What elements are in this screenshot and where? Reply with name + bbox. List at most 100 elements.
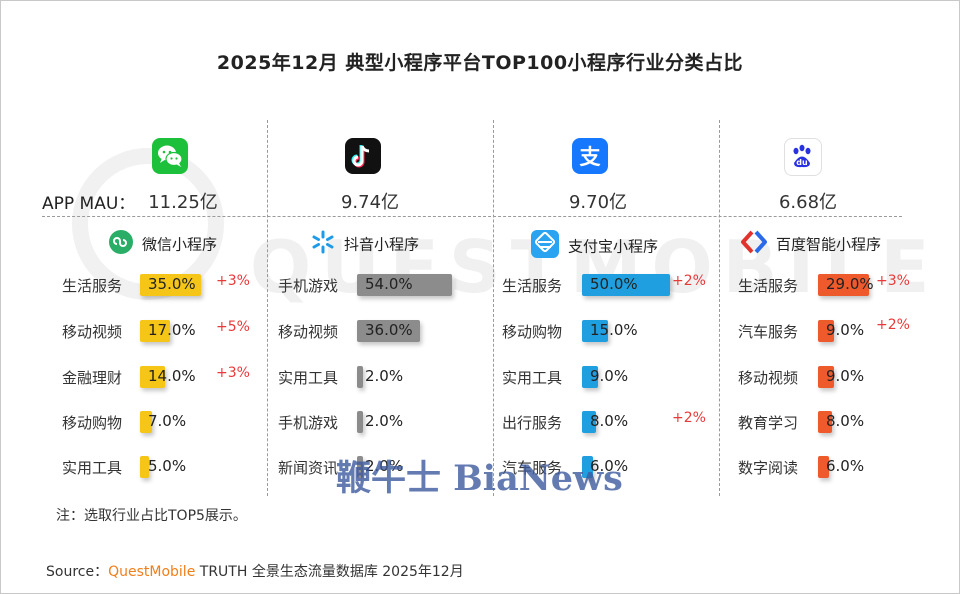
data-label: 36.0%	[365, 321, 413, 339]
category-label: 实用工具	[502, 369, 563, 387]
data-label: 5.0%	[148, 457, 187, 475]
bar-wechat	[140, 274, 202, 296]
bar-douyin	[357, 320, 420, 342]
bar-wechat	[140, 320, 170, 342]
bar-douyin	[357, 274, 452, 296]
data-label: 35.0%	[148, 275, 196, 293]
douyin-icon	[345, 138, 381, 174]
change-label: +2%	[672, 410, 706, 426]
category-label: 金融理财	[62, 369, 123, 387]
data-label: 6.0%	[590, 457, 629, 475]
data-label: 2.0%	[365, 412, 404, 430]
source-rest: TRUTH 全景生态流量数据库 2025年12月	[195, 564, 464, 580]
data-label: 17.0%	[148, 321, 196, 339]
data-label: 50.0%	[590, 275, 638, 293]
category-label: 生活服务	[502, 277, 563, 295]
platform-name: 微信小程序	[142, 235, 218, 254]
bar-alipay	[582, 411, 596, 433]
bar-baidu	[818, 274, 869, 296]
category-label: 生活服务	[738, 277, 799, 295]
change-label: +3%	[216, 365, 250, 381]
data-label: 15.0%	[590, 321, 638, 339]
data-label: 7.0%	[148, 412, 187, 430]
bar-alipay	[582, 456, 593, 478]
category-label: 手机游戏	[278, 277, 339, 295]
wechat-icon	[152, 138, 188, 174]
douyin-mini-program-icon	[310, 229, 336, 259]
wechat-mini-program-icon	[108, 229, 134, 259]
footnote: 注：选取行业占比TOP5展示。	[56, 508, 247, 524]
column-divider	[493, 120, 494, 496]
mau-label: APP MAU：	[42, 194, 136, 214]
data-label: 9.0%	[826, 321, 865, 339]
mau-value-wechat: 11.25亿	[148, 192, 218, 213]
bar-baidu	[818, 320, 834, 342]
bar-alipay	[582, 366, 598, 388]
bar-alipay	[582, 274, 670, 296]
bar-baidu	[818, 411, 832, 433]
category-label: 移动购物	[62, 414, 123, 432]
data-label: 8.0%	[826, 412, 865, 430]
column-divider	[267, 120, 268, 496]
chart-title: 2025年12月 典型小程序平台TOP100小程序行业分类占比	[216, 52, 744, 74]
bianews-watermark: 鞭牛士 BiaNews	[336, 458, 623, 499]
category-label: 移动视频	[738, 369, 799, 387]
category-label: 实用工具	[62, 459, 123, 477]
platform-name: 百度智能小程序	[776, 235, 882, 254]
change-label: +2%	[672, 273, 706, 289]
data-label: 2.0%	[365, 457, 404, 475]
data-label: 6.0%	[826, 457, 865, 475]
mau-value-alipay: 9.70亿	[568, 192, 628, 213]
data-label: 9.0%	[590, 367, 629, 385]
change-label: +3%	[876, 273, 910, 289]
category-label: 生活服务	[62, 277, 123, 295]
svg-text:支: 支	[580, 145, 602, 169]
svg-text:du: du	[796, 158, 808, 167]
platform-header-baidu: 百度智能小程序	[740, 229, 881, 259]
category-label: 新闻资讯	[278, 459, 339, 477]
category-label: 汽车服务	[502, 459, 563, 477]
change-label: +2%	[876, 317, 910, 333]
change-label: +5%	[216, 319, 250, 335]
category-label: 教育学习	[738, 414, 799, 432]
bar-wechat	[140, 456, 149, 478]
category-label: 手机游戏	[278, 414, 339, 432]
data-label: 29.0%	[826, 275, 874, 293]
data-label: 8.0%	[590, 412, 629, 430]
mau-value-douyin: 9.74亿	[340, 192, 400, 213]
category-label: 汽车服务	[738, 323, 799, 341]
category-label: 移动视频	[278, 323, 339, 341]
bar-wechat	[140, 366, 165, 388]
bar-baidu	[818, 456, 829, 478]
category-label: 移动购物	[502, 323, 563, 341]
platform-header-alipay: 支付宝小程序	[530, 229, 658, 263]
column-divider	[719, 120, 720, 496]
header-divider	[42, 216, 902, 217]
bar-douyin	[357, 366, 363, 388]
source-prefix: Source：	[46, 564, 109, 580]
data-label: 54.0%	[365, 275, 413, 293]
bar-baidu	[818, 366, 834, 388]
alipay-mini-program-icon	[530, 229, 560, 263]
bar-douyin	[357, 411, 363, 433]
source-brand: QuestMobile	[108, 564, 196, 580]
alipay-icon: 支	[572, 138, 608, 174]
data-label: 14.0%	[148, 367, 196, 385]
bar-douyin	[357, 456, 363, 478]
platform-name: 支付宝小程序	[568, 237, 659, 256]
baidu-mini-program-icon	[740, 229, 768, 259]
change-label: +3%	[216, 273, 250, 289]
platform-name: 抖音小程序	[344, 235, 420, 254]
bar-wechat	[140, 411, 153, 433]
category-label: 实用工具	[278, 369, 339, 387]
category-label: 数字阅读	[738, 459, 799, 477]
category-label: 出行服务	[502, 414, 563, 432]
data-label: 2.0%	[365, 367, 404, 385]
category-label: 移动视频	[62, 323, 123, 341]
platform-header-wechat: 微信小程序	[108, 229, 217, 259]
baidu-icon: du	[784, 138, 822, 176]
source-line: Source：QuestMobile TRUTH 全景生态流量数据库 2025年…	[46, 561, 464, 581]
bar-alipay	[582, 320, 609, 342]
mau-value-baidu: 6.68亿	[778, 192, 838, 213]
platform-header-douyin: 抖音小程序	[310, 229, 419, 259]
